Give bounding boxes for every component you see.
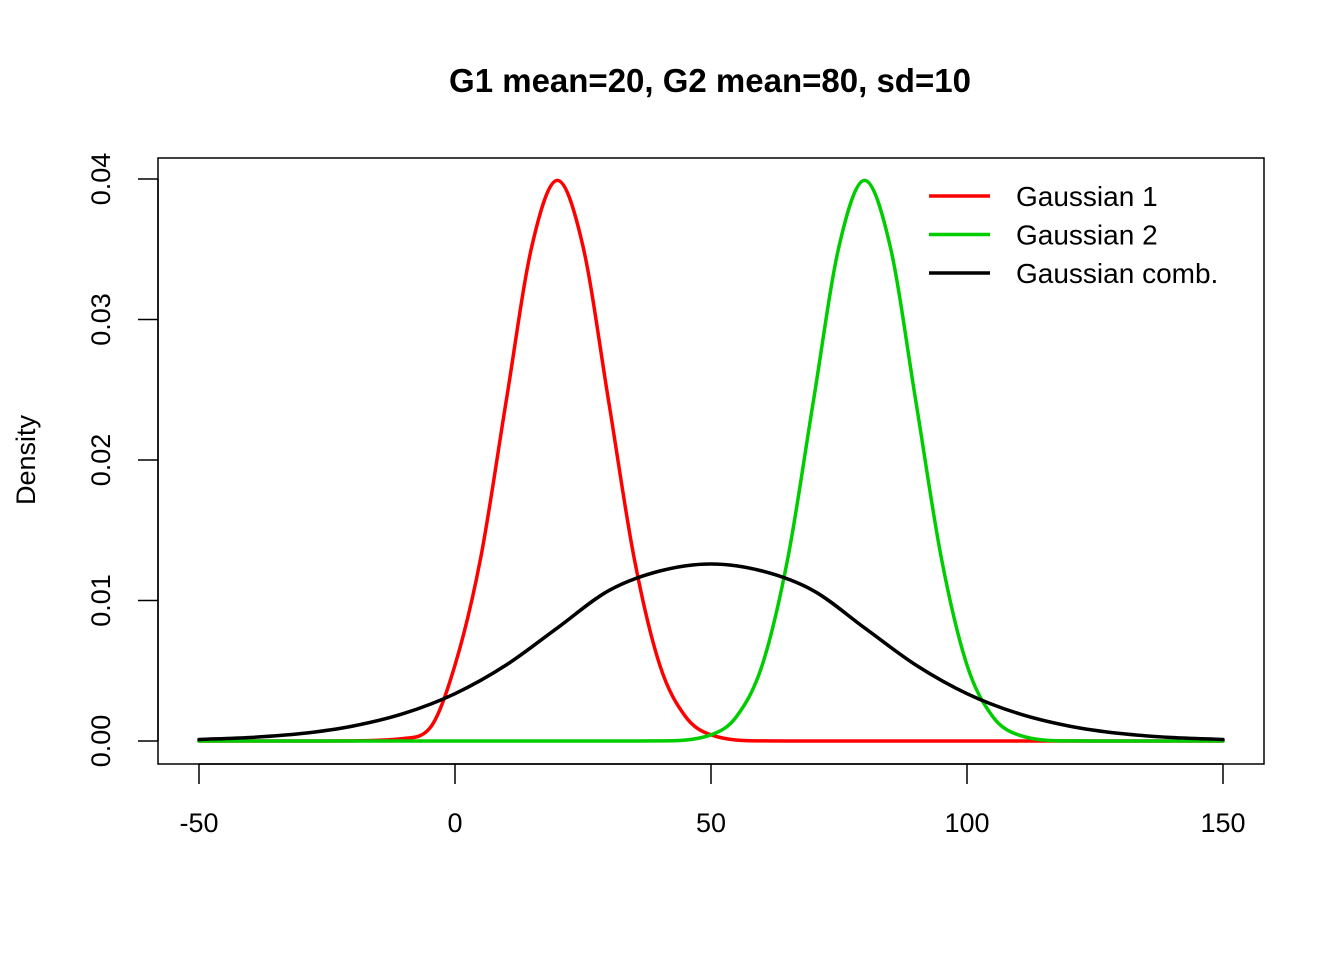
series-layer bbox=[197, 178, 1225, 743]
legend-label: Gaussian 1 bbox=[1016, 181, 1158, 212]
y-tick-label: 0.00 bbox=[86, 715, 116, 768]
y-tick-label: 0.01 bbox=[86, 574, 116, 627]
x-tick-label: 50 bbox=[696, 808, 726, 838]
y-tick-label: 0.02 bbox=[86, 434, 116, 487]
legend-item: Gaussian comb. bbox=[929, 258, 1218, 289]
y-tick-label: 0.03 bbox=[86, 293, 116, 346]
legend-item: Gaussian 1 bbox=[929, 181, 1158, 212]
series-line-1 bbox=[197, 178, 1225, 743]
legend-item: Gaussian 2 bbox=[929, 220, 1158, 251]
x-tick-label: 0 bbox=[447, 808, 462, 838]
x-tick-label: 150 bbox=[1200, 808, 1245, 838]
series-line-3 bbox=[197, 562, 1225, 742]
legend: Gaussian 1 Gaussian 2 Gaussian comb. bbox=[929, 181, 1218, 289]
x-axis: -50 0 50 100 150 bbox=[179, 763, 1246, 838]
y-tick-label: 0.04 bbox=[86, 153, 116, 206]
y-axis-label: Density bbox=[11, 414, 41, 505]
legend-label: Gaussian 2 bbox=[1016, 220, 1158, 251]
series-line-2 bbox=[197, 178, 1225, 743]
x-tick-label: -50 bbox=[179, 808, 218, 838]
legend-label: Gaussian comb. bbox=[1016, 258, 1218, 289]
y-axis: 0.00 0.01 0.02 0.03 0.04 bbox=[86, 153, 159, 768]
x-tick-label: 100 bbox=[944, 808, 989, 838]
chart-title: G1 mean=20, G2 mean=80, sd=10 bbox=[449, 62, 971, 99]
